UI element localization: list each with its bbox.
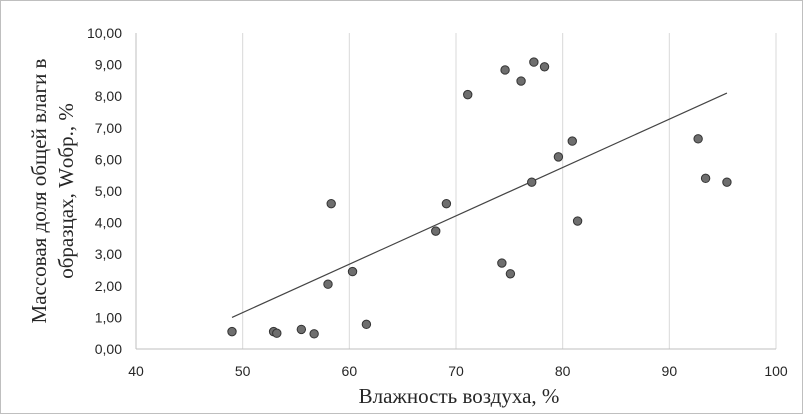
y-tick-label: 5,00 bbox=[95, 183, 122, 199]
data-point bbox=[497, 258, 507, 268]
data-point bbox=[527, 177, 537, 187]
data-point bbox=[500, 65, 510, 75]
y-axis-title-line1: Массовая доля общей влаги в bbox=[27, 58, 51, 323]
data-point bbox=[326, 198, 336, 209]
y-tick-label: 8,00 bbox=[95, 88, 122, 104]
data-point bbox=[347, 266, 358, 277]
x-tick-label: 90 bbox=[662, 363, 678, 379]
x-tick-label: 60 bbox=[342, 363, 358, 379]
y-tick-label: 6,00 bbox=[95, 151, 122, 167]
data-point bbox=[722, 177, 732, 187]
y-axis-title-line2: образцах, Wобр., % bbox=[54, 103, 78, 279]
y-axis-title-group: Массовая доля общей влаги в образцах, Wо… bbox=[27, 58, 78, 323]
y-tick-label: 2,00 bbox=[95, 278, 122, 294]
data-point bbox=[700, 173, 711, 184]
data-point bbox=[323, 279, 333, 289]
gridlines bbox=[135, 33, 777, 350]
data-point bbox=[441, 198, 452, 209]
data-point bbox=[505, 269, 516, 279]
data-point bbox=[516, 76, 526, 86]
data-point bbox=[309, 329, 319, 339]
y-tick-label: 4,00 bbox=[95, 215, 122, 231]
x-tick-labels: 40 50 60 70 80 90 100 bbox=[128, 363, 788, 379]
data-point bbox=[529, 57, 539, 67]
data-point bbox=[296, 324, 307, 335]
data-point bbox=[567, 136, 577, 146]
x-tick-label: 80 bbox=[555, 363, 571, 379]
data-point bbox=[431, 226, 441, 236]
y-tick-label: 7,00 bbox=[95, 120, 122, 136]
data-point bbox=[539, 62, 550, 72]
x-axis-title: Влажность воздуха, % bbox=[359, 384, 560, 408]
data-point bbox=[272, 328, 282, 338]
trendline-group bbox=[231, 92, 728, 318]
data-point bbox=[463, 89, 473, 100]
data-point bbox=[572, 216, 583, 226]
data-point bbox=[553, 152, 564, 162]
y-tick-label: 0,00 bbox=[95, 341, 122, 357]
y-tick-label: 3,00 bbox=[95, 246, 122, 262]
data-point bbox=[361, 319, 372, 330]
y-tick-label: 9,00 bbox=[95, 57, 122, 73]
y-tick-label: 10,00 bbox=[87, 25, 122, 41]
x-tick-label: 70 bbox=[448, 363, 464, 379]
x-tick-label: 50 bbox=[235, 363, 251, 379]
x-tick-label: 40 bbox=[128, 363, 144, 379]
x-tick-label: 100 bbox=[764, 363, 788, 379]
trendline bbox=[231, 92, 728, 318]
data-point bbox=[693, 134, 703, 144]
y-tick-label: 1,00 bbox=[95, 309, 122, 325]
data-points bbox=[227, 57, 732, 339]
data-point bbox=[227, 326, 237, 337]
y-tick-labels: 0,00 1,00 2,00 3,00 4,00 5,00 6,00 7,00 8,00 9,00… bbox=[87, 25, 122, 357]
